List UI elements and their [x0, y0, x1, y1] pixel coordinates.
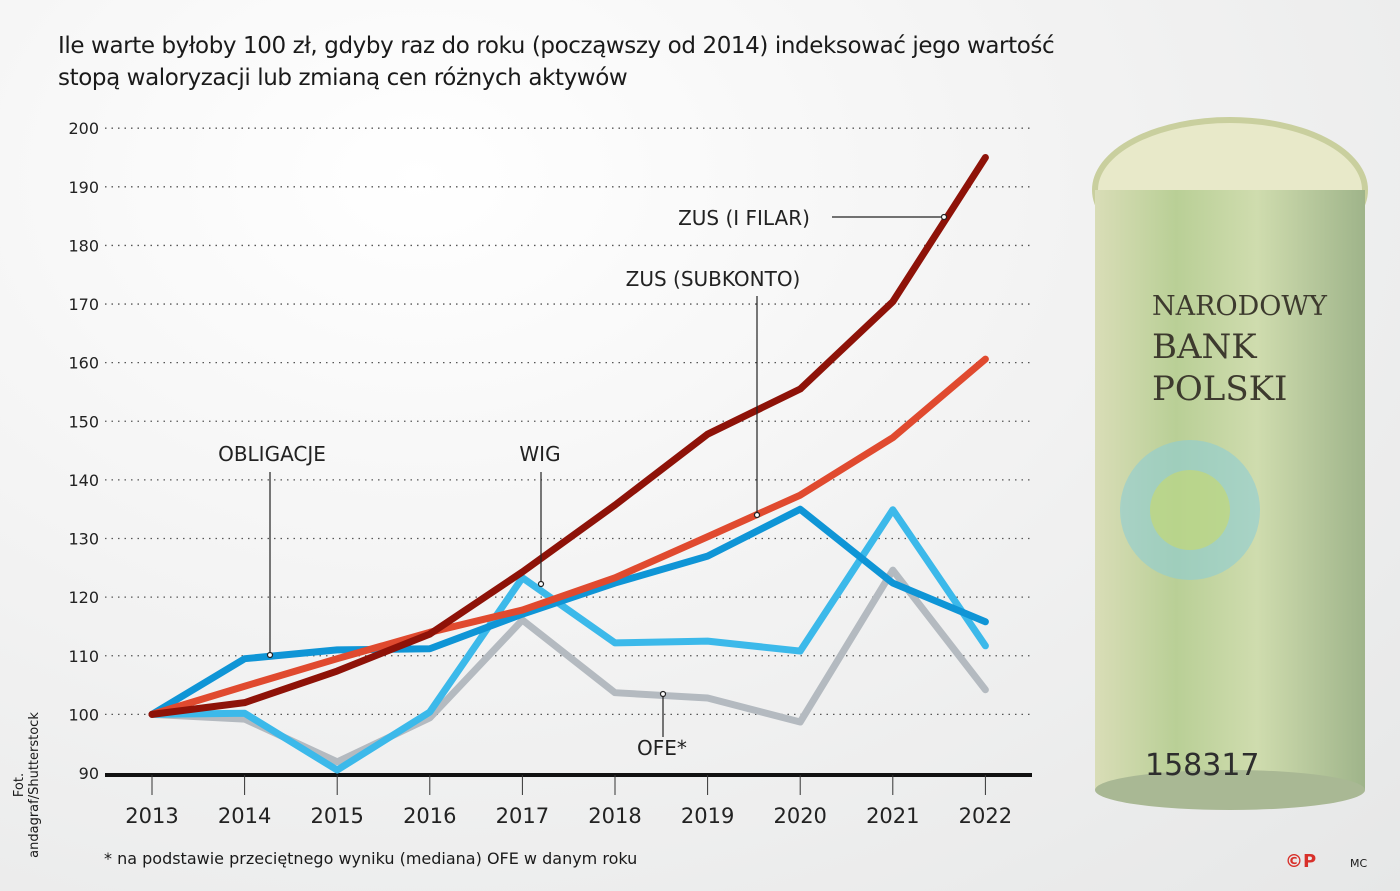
- banknote-roll-image: NARODOWY BANK POLSKI 158317: [1092, 117, 1368, 810]
- x-tick-label: 2015: [310, 804, 363, 828]
- y-tick-label: 130: [68, 530, 99, 549]
- y-tick-label: 100: [68, 705, 99, 724]
- series-line-zus-subkonto-: [148, 355, 989, 718]
- banknote-text-3: POLSKI: [1152, 369, 1287, 409]
- publisher-logo: ©P: [1285, 851, 1317, 872]
- series-label: OFE*: [637, 736, 687, 760]
- chart-title: Ile warte byłoby 100 zł, gdyby raz do ro…: [58, 33, 1055, 91]
- y-tick-label: 140: [68, 471, 99, 490]
- callout-dot: [537, 580, 545, 588]
- x-tick-label: 2020: [773, 804, 826, 828]
- series-label: ZUS (I FILAR): [678, 206, 810, 230]
- x-tick-label: 2019: [681, 804, 734, 828]
- series-line-zus-i-filar-: [148, 153, 989, 718]
- x-tick-label: 2018: [588, 804, 641, 828]
- series-line-wig: [148, 506, 989, 774]
- series-label: OBLIGACJE: [218, 442, 326, 466]
- series-line-obligacje: [148, 505, 989, 718]
- callout-dot: [940, 213, 948, 221]
- x-tick-label: 2014: [218, 804, 271, 828]
- y-tick-label: 110: [68, 647, 99, 666]
- footnote: * na podstawie przeciętnego wyniku (medi…: [104, 849, 638, 868]
- author-initials: MC: [1350, 857, 1368, 870]
- x-tick-label: 2021: [866, 804, 919, 828]
- x-tick-label: 2016: [403, 804, 456, 828]
- series-label: ZUS (SUBKONTO): [626, 267, 801, 291]
- x-tick-label: 2013: [125, 804, 178, 828]
- x-tick-label: 2017: [496, 804, 549, 828]
- y-tick-label: 160: [68, 354, 99, 373]
- y-tick-label: 200: [68, 119, 99, 138]
- callout-dot: [659, 690, 667, 698]
- callout-dot: [753, 511, 761, 519]
- series-label: WIG: [519, 442, 560, 466]
- y-tick-label: 180: [68, 236, 99, 255]
- y-tick-label: 90: [79, 764, 99, 783]
- x-tick-label: 2022: [959, 804, 1012, 828]
- y-tick-label: 120: [68, 588, 99, 607]
- banknote-serial: 158317: [1145, 748, 1260, 783]
- y-tick-label: 150: [68, 412, 99, 431]
- banknote-text-1: NARODOWY: [1152, 291, 1328, 322]
- banknote-text-2: BANK: [1152, 327, 1257, 367]
- photo-credit: Fot. andagraf/Shutterstock: [12, 712, 42, 858]
- y-tick-label: 190: [68, 178, 99, 197]
- callout-dot: [266, 651, 274, 659]
- y-tick-label: 170: [68, 295, 99, 314]
